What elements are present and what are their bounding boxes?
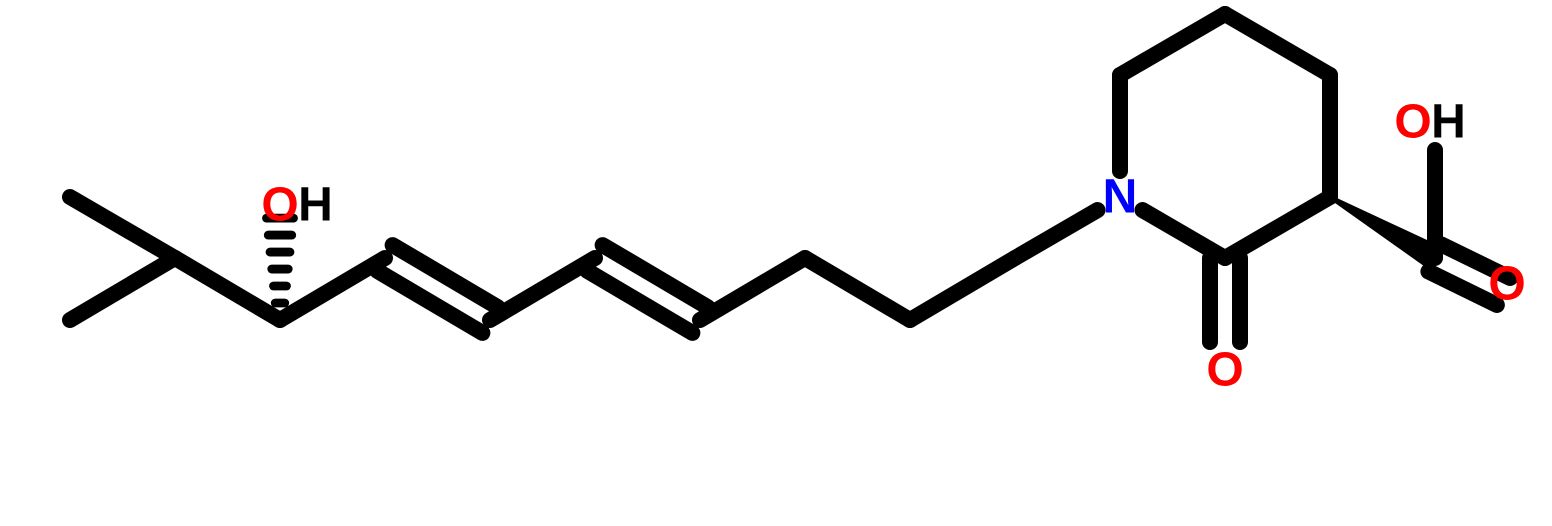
atom-o4: OH bbox=[261, 179, 333, 232]
svg-text:O: O bbox=[1206, 344, 1243, 397]
svg-text:O: O bbox=[261, 179, 298, 232]
svg-text:N: N bbox=[1103, 171, 1138, 224]
atom-o17: O bbox=[1206, 344, 1243, 397]
molecule-diagram: OHNOOHO bbox=[0, 0, 1552, 526]
atom-n12: N bbox=[1103, 171, 1138, 224]
svg-text:O: O bbox=[1488, 258, 1525, 311]
atom-o18b: O bbox=[1488, 258, 1525, 311]
svg-text:H: H bbox=[298, 179, 333, 232]
svg-text:O: O bbox=[1394, 96, 1431, 149]
atom-o18a: OH bbox=[1394, 96, 1466, 149]
svg-text:H: H bbox=[1431, 96, 1466, 149]
